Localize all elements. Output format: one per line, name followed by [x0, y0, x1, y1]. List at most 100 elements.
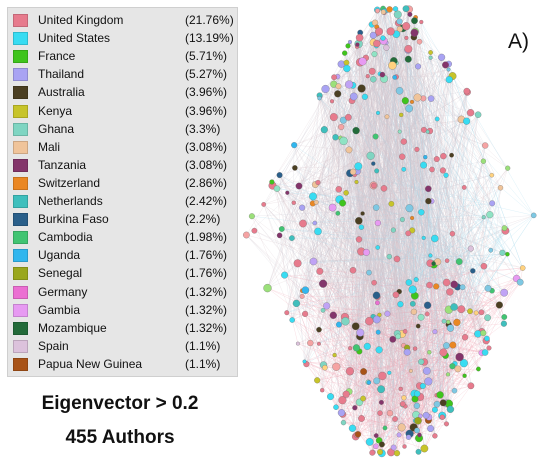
network-edge: [323, 283, 463, 288]
network-edge: [407, 49, 422, 213]
network-edge: [338, 59, 409, 190]
network-edge: [319, 31, 380, 96]
network-edge: [323, 309, 449, 366]
network-edge: [389, 9, 413, 231]
network-edge: [298, 185, 382, 390]
network-edge: [377, 100, 406, 298]
network-edge: [359, 62, 401, 428]
author-node: [302, 359, 307, 364]
network-edge: [403, 64, 446, 142]
network-edge: [314, 222, 446, 356]
network-edge: [358, 57, 442, 240]
network-edge: [383, 78, 405, 447]
author-node: [386, 410, 394, 417]
author-node: [450, 303, 458, 311]
author-node: [278, 226, 285, 232]
network-edge: [412, 69, 449, 231]
network-edge: [358, 131, 400, 240]
network-edge: [373, 185, 449, 323]
author-node: [373, 377, 381, 385]
legend-swatch: [13, 32, 28, 46]
network-edge: [413, 311, 482, 353]
author-node: [337, 409, 346, 417]
author-node: [429, 166, 435, 173]
legend-swatch: [13, 50, 28, 64]
network-edge: [382, 74, 493, 204]
network-edge: [428, 188, 436, 410]
network-edge: [352, 42, 387, 429]
network-edge: [444, 292, 505, 322]
author-node: [293, 259, 302, 268]
network-edge: [317, 78, 385, 232]
network-edge: [306, 363, 382, 390]
network-edge: [453, 227, 505, 308]
legend-item: Spain (1.1%): [8, 338, 237, 356]
network-edge: [376, 203, 493, 436]
network-edge: [348, 84, 390, 257]
network-edge: [367, 76, 448, 261]
network-edge: [446, 374, 449, 404]
network-edge: [402, 28, 447, 424]
author-node: [343, 64, 351, 73]
network-edge: [359, 37, 484, 334]
network-edge: [365, 57, 381, 414]
network-edge: [421, 21, 460, 358]
network-edge: [361, 215, 534, 228]
network-edge: [352, 96, 355, 271]
panel-label: A): [508, 30, 529, 53]
network-edge: [429, 130, 484, 334]
legend-item: Australia (3.96%): [8, 84, 237, 102]
network-edge: [263, 204, 424, 387]
network-edge: [417, 131, 428, 421]
network-edge: [383, 78, 444, 157]
network-edge: [436, 155, 452, 396]
author-node: [386, 253, 392, 260]
network-edge: [373, 79, 402, 116]
network-edge: [427, 215, 534, 315]
author-node: [345, 367, 354, 376]
network-edge: [372, 116, 388, 453]
author-node: [373, 39, 381, 48]
author-node: [414, 427, 420, 434]
network-edge: [445, 175, 456, 364]
network-edge: [339, 199, 390, 257]
network-edge: [378, 62, 397, 333]
network-edge: [377, 112, 460, 358]
network-edge: [354, 212, 422, 408]
network-edge: [399, 119, 462, 132]
network-edge: [361, 418, 401, 428]
legend-item: United Kingdom (21.76%): [8, 12, 237, 30]
network-edge: [400, 304, 500, 390]
author-node: [405, 204, 414, 213]
author-node: [428, 55, 433, 60]
network-edge: [384, 141, 404, 429]
network-edge: [325, 88, 344, 121]
network-edge: [304, 196, 314, 362]
network-edge: [337, 76, 458, 323]
network-edge: [399, 21, 403, 335]
network-edge: [386, 47, 488, 318]
network-edge: [362, 61, 432, 202]
legend-item: Switzerland (2.86%): [8, 175, 237, 193]
author-node: [433, 156, 440, 163]
network-edge: [350, 317, 422, 349]
author-node: [474, 111, 482, 118]
network-edge: [359, 37, 449, 375]
network-edge: [399, 21, 488, 339]
network-edge: [334, 354, 425, 363]
author-node: [375, 329, 381, 335]
network-edge: [337, 76, 505, 293]
network-edge: [411, 217, 425, 363]
author-node: [329, 99, 335, 104]
author-node: [451, 387, 458, 394]
network-edge: [333, 116, 500, 306]
author-node: [405, 279, 413, 286]
network-edge: [337, 164, 424, 214]
author-node: [360, 395, 366, 402]
network-edge: [376, 7, 408, 436]
network-edge: [377, 130, 431, 224]
author-node: [397, 129, 402, 134]
network-edge: [376, 131, 400, 296]
network-edge: [430, 168, 508, 264]
network-edge: [413, 20, 415, 432]
